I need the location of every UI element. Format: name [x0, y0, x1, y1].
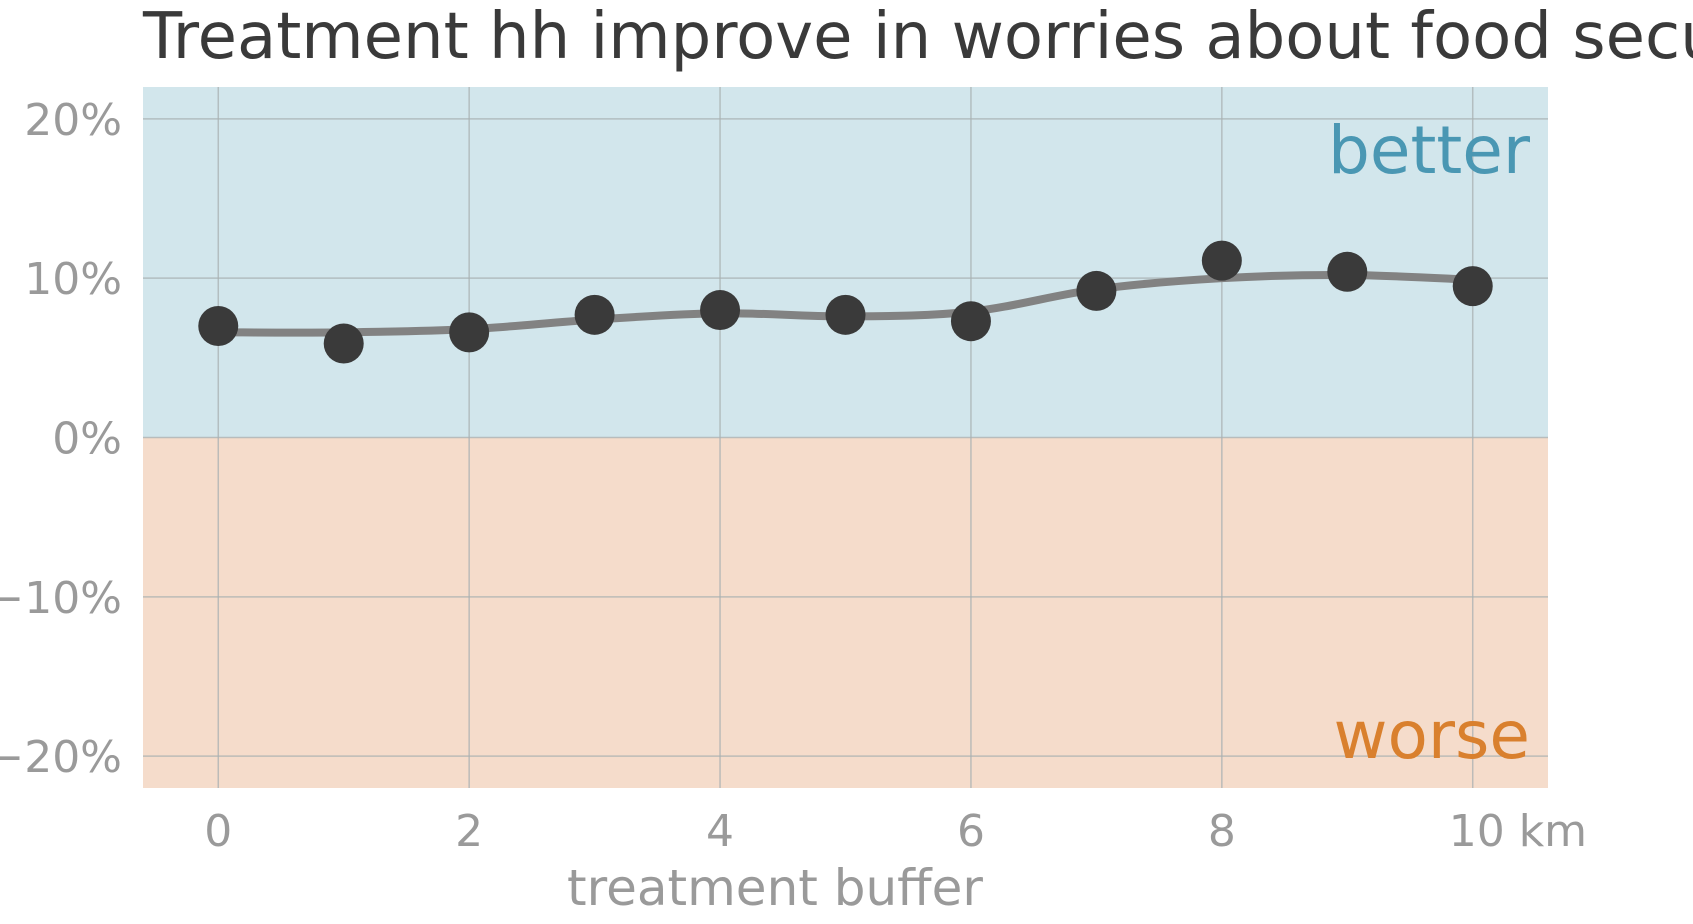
data-point	[198, 305, 239, 346]
chart-title: Treatment hh improve in worries about fo…	[142, 0, 1693, 74]
region-better	[143, 87, 1548, 438]
data-point	[700, 290, 741, 331]
y-tick-label: 10%	[24, 254, 122, 305]
y-tick-label: 20%	[24, 95, 122, 146]
regions-layer	[143, 87, 1548, 788]
x-ticks-layer: 0 2 4 6 8 10 km	[204, 806, 1587, 857]
data-point	[1201, 240, 1242, 281]
x-tick-label: 4	[706, 806, 734, 857]
x-axis-title: treatment buffer	[567, 859, 983, 917]
data-point	[825, 294, 866, 335]
region-label-worse: worse	[1334, 697, 1531, 774]
data-point	[1327, 251, 1368, 292]
x-tick-label: 6	[957, 806, 985, 857]
region-label-better: better	[1328, 112, 1531, 189]
x-tick-label: 10 km	[1449, 806, 1587, 857]
y-tick-label: 0%	[52, 414, 122, 465]
region-labels-layer: better worse	[1328, 112, 1531, 774]
y-ticks-layer: 20% 10% 0% −10% −20%	[0, 95, 122, 783]
data-point	[1452, 266, 1493, 307]
data-point	[574, 294, 615, 335]
x-tick-label: 0	[204, 806, 232, 857]
data-point	[1076, 270, 1117, 311]
x-tick-label: 8	[1208, 806, 1236, 857]
data-point	[323, 323, 364, 364]
y-tick-label: −10%	[0, 573, 122, 624]
x-tick-label: 2	[455, 806, 483, 857]
data-point	[449, 312, 490, 353]
points-layer	[198, 240, 1493, 364]
y-tick-label: −20%	[0, 732, 122, 783]
data-point	[950, 301, 991, 342]
region-worse	[143, 437, 1548, 788]
